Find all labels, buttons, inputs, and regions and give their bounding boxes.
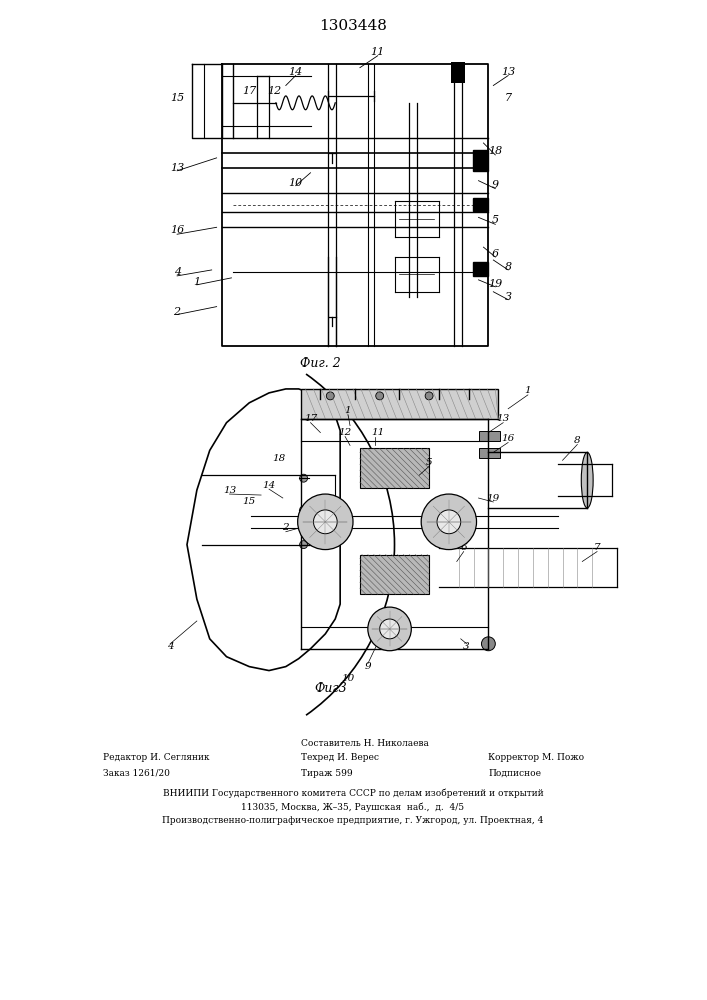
Circle shape: [300, 474, 308, 482]
Text: ВНИИПИ Государственного комитета СССР по делам изобретений и открытий: ВНИИПИ Государственного комитета СССР по…: [163, 789, 544, 798]
Text: 8: 8: [505, 262, 512, 272]
Text: Корректор М. Пожо: Корректор М. Пожо: [489, 753, 585, 762]
Text: 13: 13: [170, 163, 185, 173]
Bar: [472, 198, 489, 211]
Text: 15: 15: [170, 93, 185, 103]
Text: 1303448: 1303448: [319, 19, 387, 33]
Text: 6: 6: [492, 249, 499, 259]
Bar: [479, 448, 501, 458]
Bar: [300, 389, 498, 419]
Bar: [451, 62, 464, 84]
Text: 16: 16: [501, 434, 515, 443]
Text: 16: 16: [170, 225, 185, 235]
Text: 3: 3: [505, 292, 512, 302]
Text: 12: 12: [267, 86, 281, 96]
Text: 4: 4: [173, 267, 181, 277]
Circle shape: [300, 541, 308, 549]
Text: 1: 1: [345, 406, 351, 415]
Text: 6: 6: [460, 543, 467, 552]
Text: Фиг3: Фиг3: [314, 682, 346, 695]
Bar: [479, 431, 501, 440]
Text: 11: 11: [370, 47, 385, 57]
Bar: [472, 262, 489, 276]
Bar: [360, 448, 429, 488]
Text: 13: 13: [223, 486, 236, 495]
Text: 14: 14: [262, 481, 276, 490]
Text: 7: 7: [594, 543, 600, 552]
Text: 5: 5: [492, 215, 499, 225]
Text: 17: 17: [242, 86, 257, 96]
Text: 9: 9: [492, 180, 499, 190]
Text: Заказ 1261/20: Заказ 1261/20: [103, 769, 170, 778]
Text: 19: 19: [486, 494, 500, 503]
Text: Техред И. Верес: Техред И. Верес: [300, 753, 379, 762]
Text: 19: 19: [489, 279, 503, 289]
Text: 113035, Москва, Ж–35, Раушская  наб.,  д.  4/5: 113035, Москва, Ж–35, Раушская наб., д. …: [242, 802, 464, 812]
Text: Фиг. 2: Фиг. 2: [300, 357, 341, 370]
Text: 7: 7: [505, 93, 512, 103]
Text: Подписное: Подписное: [489, 769, 542, 778]
Circle shape: [421, 494, 477, 550]
Text: 10: 10: [341, 674, 355, 683]
Text: 10: 10: [288, 178, 303, 188]
Circle shape: [368, 607, 411, 651]
Text: 11: 11: [371, 428, 385, 437]
Circle shape: [313, 510, 337, 534]
Text: 2: 2: [173, 307, 181, 317]
Text: 2: 2: [283, 523, 289, 532]
Text: 1: 1: [193, 277, 200, 287]
Text: 5: 5: [426, 458, 433, 467]
Bar: [360, 555, 429, 594]
Circle shape: [425, 392, 433, 400]
Text: 13: 13: [501, 67, 515, 77]
Text: 13: 13: [496, 414, 510, 423]
Text: 4: 4: [167, 642, 173, 651]
Ellipse shape: [581, 452, 593, 508]
Circle shape: [375, 392, 384, 400]
Text: Тираж 599: Тираж 599: [300, 769, 352, 778]
Circle shape: [380, 619, 399, 639]
Circle shape: [300, 506, 308, 514]
Text: 12: 12: [339, 428, 351, 437]
Text: 15: 15: [243, 497, 256, 506]
Text: 18: 18: [489, 146, 503, 156]
Text: 8: 8: [574, 436, 580, 445]
Circle shape: [481, 637, 496, 651]
Text: 9: 9: [365, 662, 371, 671]
Text: Составитель Н. Николаева: Составитель Н. Николаева: [300, 739, 428, 748]
Circle shape: [298, 494, 353, 550]
Text: 17: 17: [304, 414, 317, 423]
Text: 3: 3: [463, 642, 470, 651]
Text: Производственно-полиграфическое предприятие, г. Ужгород, ул. Проектная, 4: Производственно-полиграфическое предприя…: [163, 816, 544, 825]
Text: 14: 14: [288, 67, 303, 77]
Circle shape: [327, 392, 334, 400]
Circle shape: [437, 510, 461, 534]
Text: Редактор И. Сегляник: Редактор И. Сегляник: [103, 753, 209, 762]
Bar: [472, 150, 489, 171]
Text: 18: 18: [272, 454, 286, 463]
Text: 1: 1: [525, 386, 531, 395]
